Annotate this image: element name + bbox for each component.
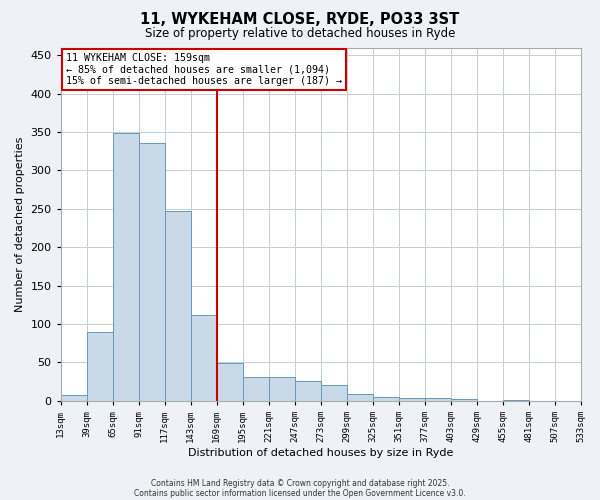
Bar <box>217 363 242 401</box>
Text: 11 WYKEHAM CLOSE: 159sqm
← 85% of detached houses are smaller (1,094)
15% of sem: 11 WYKEHAM CLOSE: 159sqm ← 85% of detach… <box>66 53 342 86</box>
Bar <box>451 399 476 400</box>
Bar <box>373 397 398 400</box>
Text: Contains HM Land Registry data © Crown copyright and database right 2025.: Contains HM Land Registry data © Crown c… <box>151 478 449 488</box>
Bar <box>242 377 269 400</box>
Y-axis label: Number of detached properties: Number of detached properties <box>15 136 25 312</box>
Bar <box>86 332 113 400</box>
Bar <box>295 382 320 400</box>
Text: Contains public sector information licensed under the Open Government Licence v3: Contains public sector information licen… <box>134 488 466 498</box>
Bar <box>269 377 295 400</box>
X-axis label: Distribution of detached houses by size in Ryde: Distribution of detached houses by size … <box>188 448 453 458</box>
Text: 11, WYKEHAM CLOSE, RYDE, PO33 3ST: 11, WYKEHAM CLOSE, RYDE, PO33 3ST <box>140 12 460 28</box>
Bar <box>320 384 347 400</box>
Bar <box>191 314 217 400</box>
Bar <box>113 132 139 400</box>
Bar <box>139 142 164 400</box>
Bar <box>164 211 191 400</box>
Bar <box>61 396 86 400</box>
Bar <box>425 398 451 400</box>
Bar <box>398 398 425 400</box>
Bar <box>347 394 373 400</box>
Text: Size of property relative to detached houses in Ryde: Size of property relative to detached ho… <box>145 28 455 40</box>
